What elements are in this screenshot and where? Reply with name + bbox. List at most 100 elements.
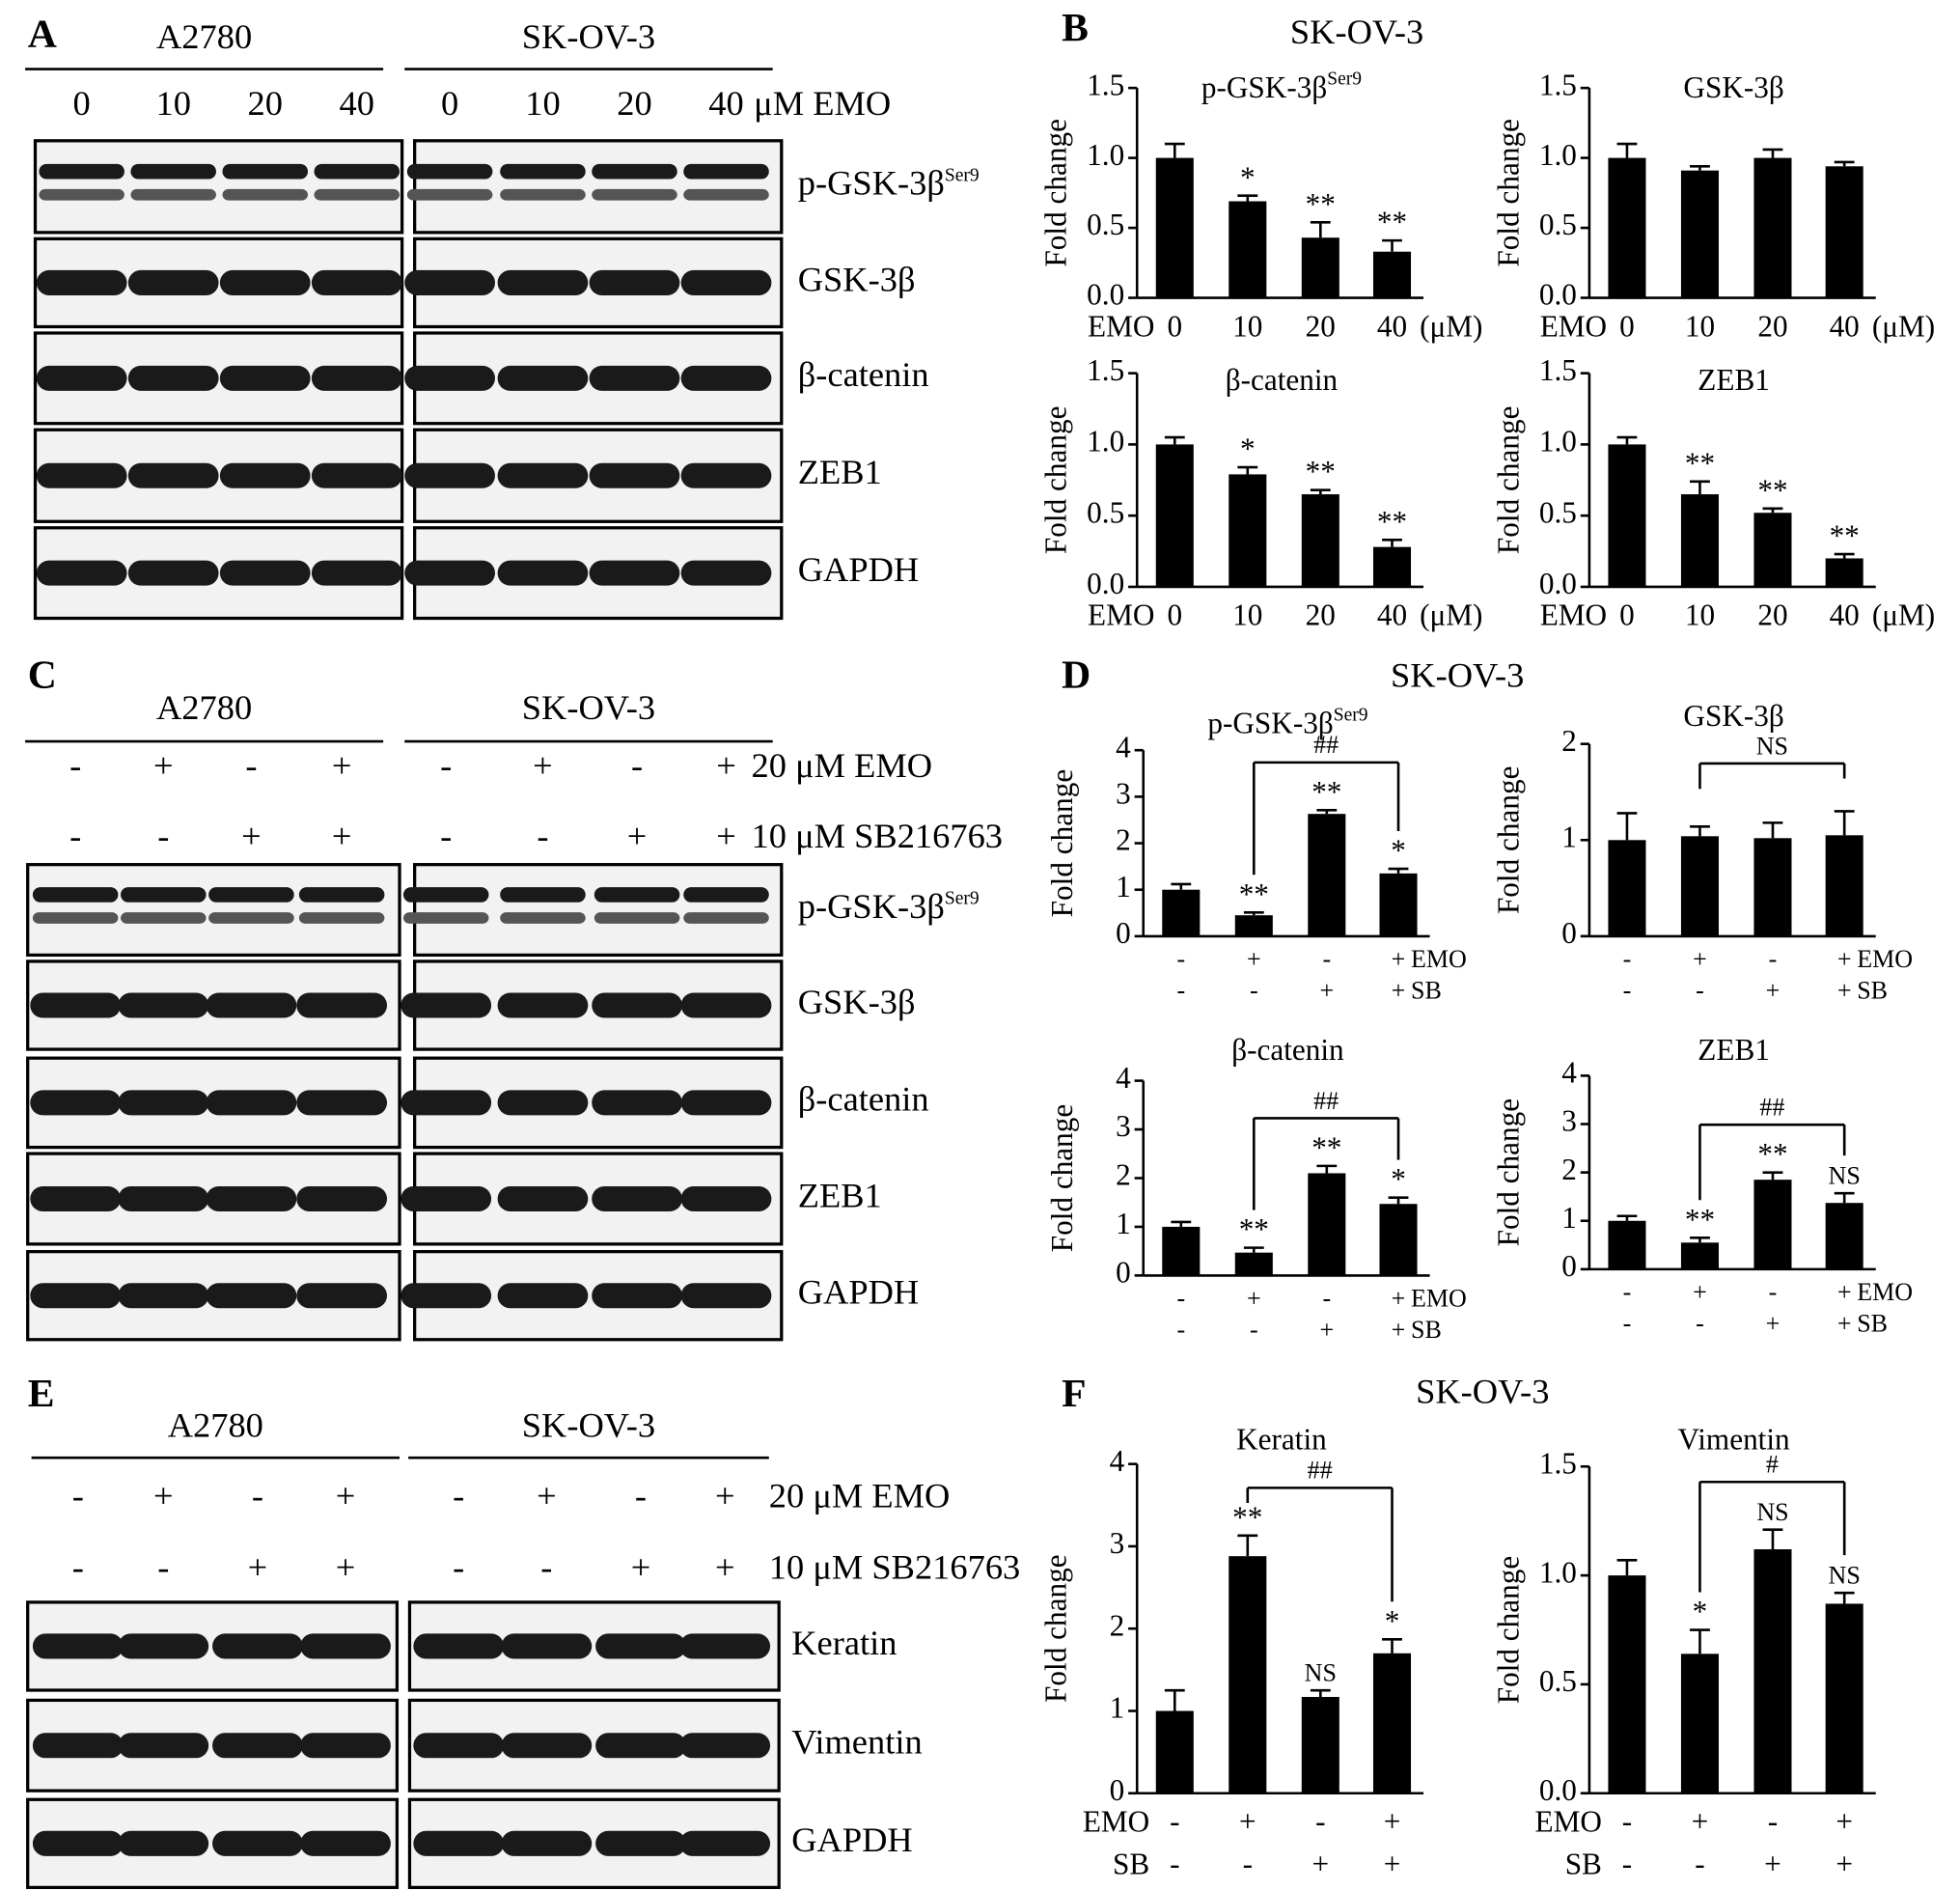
band [36,462,127,488]
bar [1162,1226,1201,1276]
treatment-sign: + [1837,945,1852,973]
y-axis-label: Fold change [1039,1554,1073,1703]
significance: * [1240,432,1256,466]
group-title: SK-OV-3 [1290,13,1423,51]
treatment-sign: + [1837,976,1852,1004]
band [39,163,124,180]
x-tick-label: 10 [1232,309,1262,343]
treatment-sign: - [1768,1804,1778,1838]
treatment-sign: + [533,746,553,785]
significance: ** [1306,187,1336,221]
band [497,1185,589,1211]
lane-label: 10 [525,84,560,123]
treatment-name: 20 μM EMO [752,746,933,785]
bar [1379,1204,1418,1276]
bar [1680,836,1719,936]
band [402,887,489,903]
band [222,163,309,180]
band [208,887,294,903]
group-label: SK-OV-3 [522,1406,655,1445]
treatment-sign: + [1836,1804,1853,1838]
band [500,163,586,180]
panel-letter: D [1062,653,1090,698]
treatment-sign: - [1250,976,1258,1004]
x-unit: (μM) [1420,598,1482,632]
significance: * [1385,1604,1400,1638]
band [30,992,122,1018]
chart-title: Vimentin [1678,1423,1790,1457]
panel-letter: F [1062,1372,1086,1416]
bar [1680,170,1719,298]
treatment-sign: + [336,1548,356,1587]
y-tick-label: 1.5 [1539,353,1577,387]
bracket-label: NS [1756,732,1788,760]
band-label: β-catenin [798,1080,929,1119]
x-tick-label: 20 [1757,598,1787,632]
band [127,462,219,488]
group-label: A2780 [156,688,252,727]
band [118,1283,209,1309]
lane-unit: μM EMO [754,84,891,123]
x-tick-label: 40 [1377,309,1407,343]
treatment-sign: + [1766,976,1781,1004]
bar [1825,1203,1863,1269]
blot-box [413,863,784,958]
treatment-sign: + [1384,1848,1401,1881]
lane-label: 0 [441,84,458,123]
treatment-sign: + [332,817,352,855]
treatment-sign: + [716,746,736,785]
y-tick-label: 0.5 [1539,1664,1577,1698]
bar [1372,1653,1412,1793]
band [680,1283,772,1309]
band [406,188,493,201]
y-tick-label: 3 [1561,1104,1577,1138]
bar [1379,873,1418,936]
treatment-sign: + [153,1476,174,1515]
treatment-sign: + [1764,1848,1781,1881]
band [206,992,297,1018]
band [404,560,495,586]
band [296,1283,388,1309]
lane-label: 10 [155,84,190,123]
band [595,1633,686,1659]
treatment-sign: - [252,1476,263,1515]
band [500,188,586,201]
superscript: Ser9 [945,889,980,909]
band [404,462,495,488]
y-tick-label: 0 [1116,916,1131,950]
treatment-name: EMO [1857,1278,1913,1306]
band [298,912,385,924]
treatment-sign: - [631,746,643,785]
band [121,912,207,924]
treatment-name: SB [1113,1848,1149,1881]
y-tick-label: 1 [1561,820,1577,853]
superscript: Ser9 [1334,705,1368,725]
treatment-sign: + [1319,1316,1334,1344]
bar [1308,814,1346,936]
treatment-name: EMO [1857,945,1913,973]
x-unit: (μM) [1872,309,1935,343]
y-tick-label: 0.5 [1539,495,1577,529]
significance: * [1240,160,1256,194]
bar [1155,444,1194,587]
treatment-sign: - [1322,945,1331,973]
blot-box [33,139,404,235]
band [413,1633,505,1659]
bar [1680,1242,1719,1269]
bar [1608,1220,1646,1269]
y-tick-label: 2 [1116,1158,1131,1192]
band [595,1830,686,1856]
y-tick-label: 1.0 [1539,425,1577,459]
treatment-sign: + [336,1476,356,1515]
treatment-sign: + [1311,1848,1329,1881]
band [589,560,680,586]
treatment-sign: + [627,817,648,855]
treatment-sign: - [1623,1278,1632,1306]
band [683,912,769,924]
y-axis-label: Fold change [1491,1556,1525,1705]
band [680,1185,772,1211]
band [314,188,400,201]
x-tick-label: 40 [1830,598,1860,632]
panel-letter: B [1062,6,1089,50]
band [497,560,589,586]
